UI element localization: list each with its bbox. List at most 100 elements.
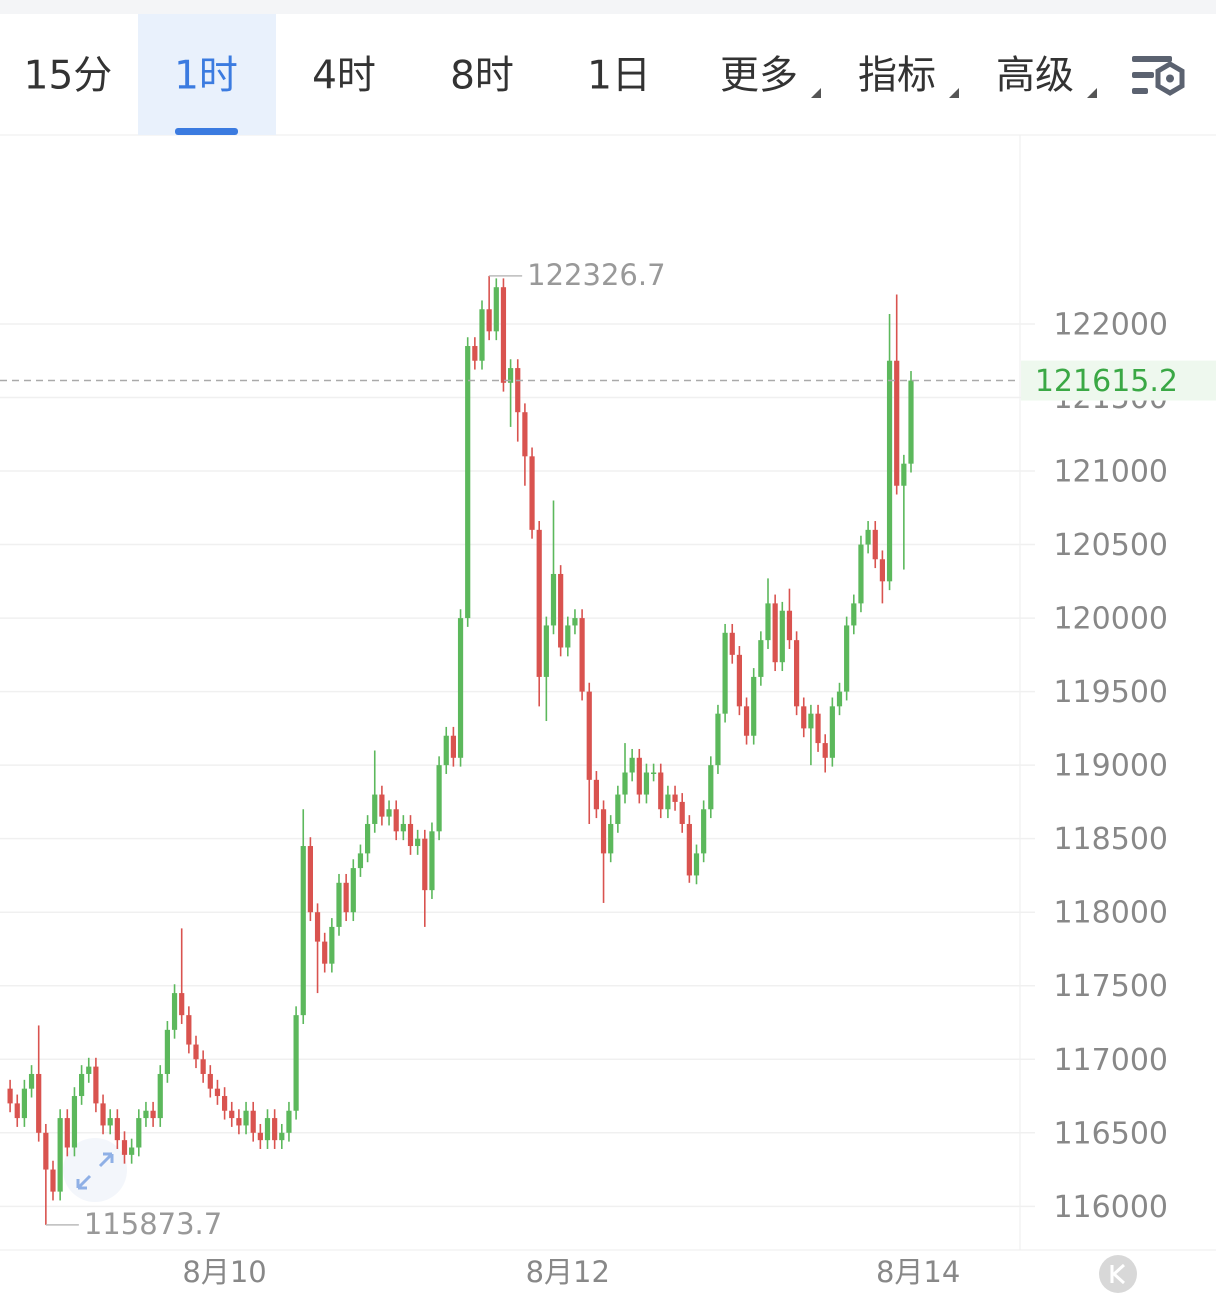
candle-body <box>493 287 499 332</box>
candle-body <box>79 1073 85 1097</box>
candle-body <box>450 735 456 758</box>
candle-body <box>600 809 607 854</box>
candle-body <box>772 603 778 663</box>
candle-body <box>21 1088 27 1119</box>
candle-body <box>543 625 549 677</box>
tab-label[interactable]: 更多 <box>720 54 798 99</box>
candle-body <box>743 706 750 736</box>
candle-body <box>615 794 621 824</box>
candle-body <box>179 993 185 1016</box>
candle-body <box>243 1110 249 1126</box>
candle-body <box>729 632 735 655</box>
max-label: 122326.7 <box>527 258 665 292</box>
candle-body <box>879 559 885 582</box>
candle-body <box>686 823 692 876</box>
x-tick-label: 8月12 <box>526 1255 610 1289</box>
candle-body <box>236 1118 242 1126</box>
candle-body <box>279 1132 285 1141</box>
candle-body <box>550 573 557 626</box>
candle-body <box>679 801 685 824</box>
y-tick-label: 117000 <box>1053 1043 1168 1078</box>
tab-label[interactable]: 15分 <box>24 54 113 99</box>
candle-body <box>622 772 628 795</box>
candle-body <box>822 743 828 758</box>
candle-body <box>794 640 800 707</box>
candle-body <box>851 603 857 626</box>
candle-body <box>157 1073 163 1119</box>
tab-label[interactable]: 4时 <box>312 54 376 99</box>
candle-body <box>701 809 707 854</box>
dropdown-caret <box>1087 88 1097 98</box>
candle-body <box>751 676 757 736</box>
k-button[interactable] <box>1099 1255 1137 1293</box>
expand-icon[interactable] <box>63 1138 127 1202</box>
y-tick-label: 120000 <box>1053 602 1168 637</box>
candle-body <box>114 1118 120 1141</box>
dropdown-caret <box>811 88 821 98</box>
y-tick-label: 117500 <box>1053 969 1168 1004</box>
candle-body <box>672 794 678 802</box>
candle-body <box>865 529 871 545</box>
y-tick-label: 119500 <box>1053 675 1168 710</box>
candle-body <box>429 831 435 891</box>
dropdown-caret <box>949 88 959 98</box>
candle-body <box>901 463 907 486</box>
tab-label[interactable]: 1时 <box>174 54 238 99</box>
y-tick-label: 116500 <box>1053 1116 1168 1151</box>
candle-body <box>736 654 742 707</box>
candle-body <box>350 868 356 913</box>
candle-body <box>150 1110 156 1119</box>
y-tick-label: 122000 <box>1053 307 1168 342</box>
candle-body <box>844 625 850 692</box>
tab-label[interactable]: 1日 <box>587 54 651 99</box>
candle-body <box>300 846 306 1016</box>
candle-body <box>164 1029 170 1074</box>
candle-body <box>472 346 478 361</box>
candle-body <box>579 618 585 692</box>
candle-body <box>708 765 714 810</box>
candle-body <box>379 794 385 817</box>
tab-label[interactable]: 指标 <box>858 54 936 99</box>
tab-label[interactable]: 8时 <box>450 54 514 99</box>
candle-body <box>786 610 793 641</box>
candle-body <box>765 603 771 641</box>
candle-body <box>93 1066 99 1104</box>
active-tab-indicator <box>175 128 238 135</box>
candle-body <box>257 1132 263 1141</box>
candle-body <box>28 1073 35 1089</box>
candle-body <box>515 368 521 413</box>
candle-body <box>86 1066 92 1074</box>
candle-body <box>307 846 313 913</box>
candle-body <box>36 1073 42 1133</box>
top-strip <box>0 0 1216 14</box>
candle-body <box>207 1073 213 1089</box>
candle-body <box>143 1110 149 1119</box>
candle-body <box>565 625 571 648</box>
settings-icon[interactable] <box>1132 56 1185 96</box>
candle-body <box>214 1088 221 1097</box>
candle-body <box>536 529 542 677</box>
candle-body <box>529 456 535 530</box>
candle-body <box>314 912 321 942</box>
y-tick-label: 119000 <box>1053 749 1168 784</box>
y-tick-label: 120500 <box>1053 528 1168 563</box>
candle-body <box>486 309 492 332</box>
candle-body <box>14 1103 20 1119</box>
tab-label[interactable]: 高级 <box>996 54 1074 99</box>
candle-body <box>808 713 814 729</box>
candle-body <box>872 529 878 560</box>
candle-body <box>508 368 514 383</box>
candle-body <box>121 1140 128 1155</box>
candle-body <box>357 853 364 869</box>
candle-body <box>71 1096 78 1148</box>
candle-body <box>572 618 578 626</box>
candle-body <box>500 287 507 383</box>
candle-body <box>465 346 471 619</box>
active-tab-bg <box>138 14 276 135</box>
candle-body <box>479 309 485 361</box>
candle-body <box>386 809 392 817</box>
y-tick-label: 118500 <box>1053 822 1168 857</box>
candle-body <box>400 823 406 832</box>
candle-body <box>651 772 657 774</box>
